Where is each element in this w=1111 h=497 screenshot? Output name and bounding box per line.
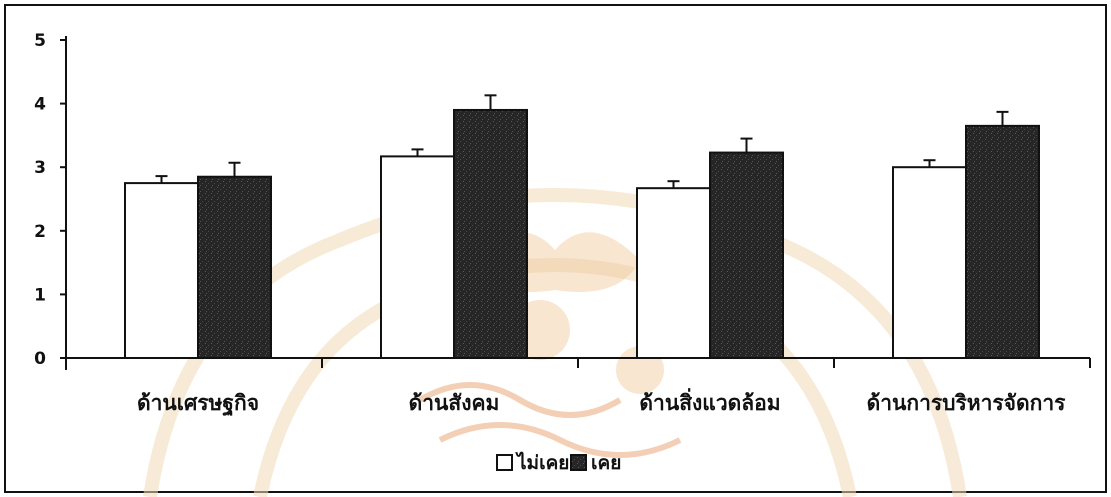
y-tick-label-2: 2 <box>34 222 46 242</box>
legend-label-series-1: ไม่เคย <box>515 451 569 474</box>
bar-s2-c2 <box>453 108 528 359</box>
y-tick-label-4: 4 <box>34 95 46 115</box>
bar-s2-c3 <box>709 151 784 359</box>
legend-swatch-series-2 <box>570 454 587 471</box>
category-label-3: ด้านสิ่งแวดล้อม <box>639 387 780 415</box>
legend-label-series-2: เคย <box>591 452 621 474</box>
category-label-2: ด้านสังคม <box>409 391 500 415</box>
y-tick-label-0: 0 <box>34 349 46 369</box>
bar-s1-c3 <box>636 187 711 359</box>
bar-s2-c4 <box>965 124 1040 359</box>
bar-s2-c1 <box>197 175 272 359</box>
bar-s1-c1 <box>124 182 199 359</box>
category-label-4: ด้านการบริหารจัดการ <box>867 391 1067 415</box>
category-label-1: ด้านเศรษฐกิจ <box>137 391 259 417</box>
y-tick-label-3: 3 <box>34 158 46 178</box>
legend: ไม่เคย เคย <box>496 451 621 474</box>
bar-s1-c4 <box>892 166 967 359</box>
y-tick-label-5: 5 <box>34 31 46 51</box>
legend-swatch-series-1 <box>496 454 513 471</box>
y-tick-label-1: 1 <box>34 285 46 305</box>
bar-s1-c2 <box>380 155 455 359</box>
